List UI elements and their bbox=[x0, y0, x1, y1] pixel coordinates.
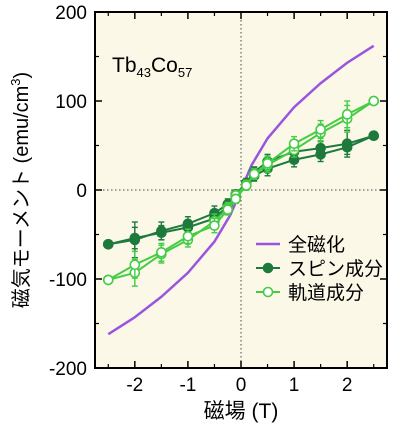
sample-annotation: Tb43Co57 bbox=[112, 54, 192, 80]
data-point bbox=[156, 247, 167, 258]
x-tick-label: 0 bbox=[236, 375, 247, 396]
series-3 bbox=[102, 95, 380, 287]
data-point bbox=[241, 180, 252, 191]
x-tick-label: -1 bbox=[179, 375, 196, 396]
data-point bbox=[368, 130, 380, 142]
data-point bbox=[182, 230, 194, 242]
data-point bbox=[368, 95, 380, 107]
legend-swatch-marker bbox=[262, 286, 274, 298]
data-point bbox=[230, 193, 241, 205]
data-point bbox=[209, 220, 220, 231]
zero-lines bbox=[95, 12, 387, 368]
legend-label: 全磁化 bbox=[288, 234, 345, 256]
data-point bbox=[315, 149, 326, 160]
annotation-element: Co bbox=[151, 54, 178, 77]
data-point bbox=[288, 138, 300, 150]
y-tick-label: -200 bbox=[49, 359, 87, 380]
x-tick-label: -2 bbox=[126, 375, 143, 396]
annotation-subscript: 57 bbox=[178, 65, 192, 80]
y-axis-label-sup: 3 bbox=[8, 78, 23, 85]
y-tick-label: 0 bbox=[76, 181, 87, 202]
y-axis-label: 磁気モーメント (emu/cm3) bbox=[8, 72, 33, 308]
y-tick-label: 100 bbox=[55, 92, 87, 113]
data-point bbox=[341, 141, 353, 153]
x-tick-label: 1 bbox=[289, 375, 300, 396]
annotation-subscript: 43 bbox=[137, 65, 151, 80]
data-point bbox=[262, 158, 273, 169]
y-axis-label-main: 磁気モーメント (emu/cm bbox=[10, 86, 33, 309]
legend-label: スピン成分 bbox=[288, 258, 383, 280]
data-point bbox=[102, 274, 114, 286]
data-point bbox=[248, 168, 260, 180]
annotation-element: Tb bbox=[112, 54, 137, 77]
legend-label: 軌道成分 bbox=[288, 282, 364, 304]
data-point bbox=[129, 232, 141, 244]
data-point bbox=[222, 204, 234, 215]
data-point bbox=[341, 109, 353, 120]
series-layer bbox=[102, 44, 380, 336]
data-point bbox=[102, 238, 114, 250]
data-point bbox=[315, 124, 326, 135]
data-point bbox=[129, 259, 141, 271]
axis-ticks: -2 -1 0 1 2 -200 -100 0 100 200 bbox=[49, 3, 387, 396]
legend-swatch-marker bbox=[262, 262, 274, 274]
x-tick-label: 2 bbox=[342, 375, 353, 396]
x-axis-label: 磁場 (T) bbox=[204, 400, 279, 423]
y-axis-label-end: ) bbox=[11, 72, 33, 79]
y-tick-label: -100 bbox=[49, 270, 87, 291]
y-tick-label: 200 bbox=[55, 3, 87, 24]
data-point bbox=[156, 227, 167, 239]
